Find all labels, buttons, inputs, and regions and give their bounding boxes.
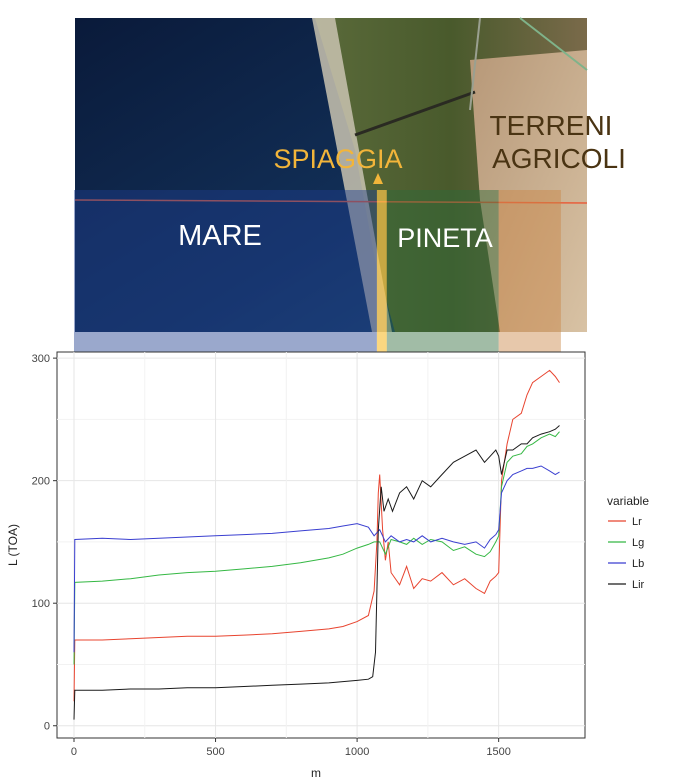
x-tick-label: 1000 bbox=[345, 746, 369, 758]
x-tick-label: 500 bbox=[206, 746, 224, 758]
spiaggia-arrow-icon bbox=[373, 173, 383, 184]
legend-items: Lr Lg Lb Lir bbox=[608, 516, 645, 591]
legend-label-lr: Lr bbox=[632, 516, 642, 528]
y-tick-label: 200 bbox=[32, 476, 50, 488]
x-tick-label: 0 bbox=[71, 746, 77, 758]
series-line-lir bbox=[73, 425, 560, 720]
legend-title: variable bbox=[607, 494, 649, 508]
series-line-lr bbox=[73, 369, 560, 702]
grid-lines bbox=[57, 352, 585, 738]
x-axis-title: m bbox=[311, 766, 321, 780]
y-axis-title: L (TOA) bbox=[6, 524, 20, 566]
x-tick-label: 1500 bbox=[486, 746, 510, 758]
series-line-lg bbox=[73, 431, 560, 665]
x-axis-ticks: 0 500 1000 1500 bbox=[71, 738, 511, 758]
legend-label-lb: Lb bbox=[632, 558, 644, 570]
label-pineta: PINETA bbox=[397, 223, 493, 253]
legend: variable Lr Lg Lb Lir bbox=[607, 494, 649, 591]
label-terreni-line1: TERRENI bbox=[490, 110, 613, 141]
series-line-lb bbox=[73, 465, 560, 653]
line-chart: 0 100 200 300 0 500 1000 1500 m L (TOA) bbox=[6, 351, 586, 780]
legend-label-lir: Lir bbox=[632, 579, 645, 591]
label-terreni-line2: AGRICOLI bbox=[492, 143, 626, 174]
y-tick-label: 300 bbox=[32, 353, 50, 365]
legend-label-lg: Lg bbox=[632, 537, 644, 549]
y-tick-label: 0 bbox=[44, 721, 50, 733]
label-mare: MARE bbox=[178, 220, 262, 252]
series-lines bbox=[73, 369, 560, 720]
y-axis-ticks: 0 100 200 300 bbox=[32, 353, 57, 733]
label-spiaggia: SPIAGGIA bbox=[273, 144, 402, 174]
y-tick-label: 100 bbox=[32, 598, 50, 610]
zone-labels: MARE PINETA SPIAGGIA TERRENI AGRICOLI bbox=[178, 110, 626, 253]
plot-panel bbox=[56, 351, 586, 739]
